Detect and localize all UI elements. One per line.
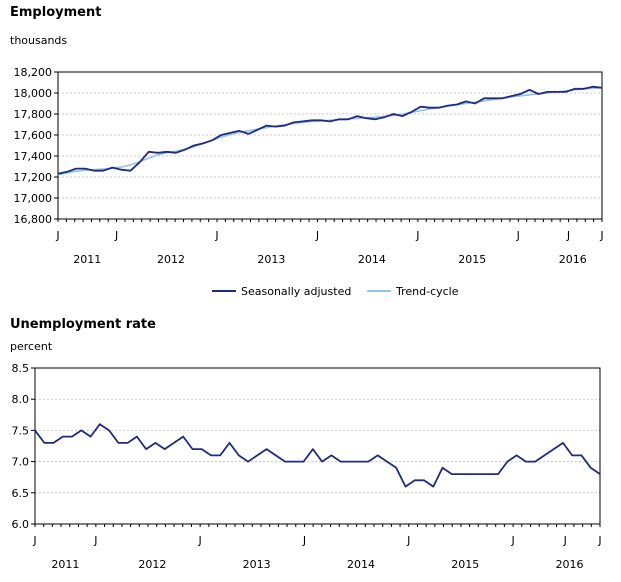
x-year-label: 2015 [451, 558, 479, 571]
x-tick-label: J [566, 229, 570, 242]
employment-title: Employment [10, 5, 101, 20]
x-tick-label: J [214, 229, 218, 242]
x-year-label: 2011 [51, 558, 79, 571]
unemployment-title: Unemployment rate [10, 317, 156, 332]
series-line-seasonally-adjusted [57, 85, 603, 175]
y-tick-label: 18,200 [14, 66, 53, 79]
x-tick-label: J [315, 229, 319, 242]
y-tick-label: 6.5 [12, 487, 30, 500]
y-tick-label: 17,800 [14, 108, 53, 121]
x-year-label: 2014 [347, 558, 375, 571]
unemployment-chart: Unemployment rate percent 6.0 6.5 7.0 7.5 8.… [10, 317, 602, 571]
y-tick-label: 18,000 [14, 87, 53, 100]
unemployment-plot-frame [34, 367, 601, 525]
x-tick-label: J [510, 534, 514, 547]
unemployment-y-ticks: 6.0 6.5 7.0 7.5 8.0 8.5 [12, 362, 35, 531]
y-tick-label: 17,400 [14, 150, 53, 163]
x-year-label: 2014 [358, 253, 386, 266]
x-tick-label: J [563, 534, 567, 547]
x-year-label: 2016 [559, 253, 587, 266]
x-year-label: 2012 [157, 253, 185, 266]
x-year-label: 2011 [73, 253, 101, 266]
unemployment-x-axis: J J J J J J J J 2011 2012 2013 2014 2015 2016 [32, 524, 602, 571]
x-tick-label: J [597, 534, 601, 547]
unemployment-y-unit: percent [10, 340, 53, 353]
employment-y-unit: thousands [10, 34, 67, 47]
x-tick-label: J [302, 534, 306, 547]
unemployment-series [34, 423, 601, 488]
y-tick-label: 16,800 [14, 213, 53, 226]
x-year-label: 2012 [138, 558, 166, 571]
x-year-label: 2016 [556, 558, 584, 571]
x-tick-label: J [198, 534, 202, 547]
x-tick-label: J [599, 229, 603, 242]
x-year-label: 2013 [257, 253, 285, 266]
unemployment-gridlines [35, 398, 600, 494]
employment-chart: Employment thousands 16,80017,00017,2001… [10, 5, 604, 298]
y-tick-label: 17,600 [14, 129, 53, 142]
legend-label-trend-cycle: Trend-cycle [395, 285, 459, 298]
y-tick-label: 7.0 [12, 456, 30, 469]
x-year-label: 2013 [243, 558, 271, 571]
employment-series [57, 85, 603, 176]
legend-label-seasonally-adjusted: Seasonally adjusted [241, 285, 351, 298]
x-tick-label: J [516, 229, 520, 242]
y-tick-label: 6.0 [12, 518, 30, 531]
series-line-unemployment-rate [34, 423, 601, 488]
x-tick-label: J [114, 229, 118, 242]
x-tick-label: J [415, 229, 419, 242]
employment-x-axis: J J J J J J J J 2011 2012 2013 2014 2015 2016 [55, 219, 604, 266]
employment-legend: Seasonally adjusted Trend-cycle [212, 285, 459, 298]
x-tick-label: J [406, 534, 410, 547]
x-tick-label: J [55, 229, 59, 242]
employment-y-ticks: 16,800 17,000 17,200 17,400 17,600 17,800 18,0… [14, 66, 58, 226]
y-tick-label: 7.5 [12, 424, 30, 437]
x-tick-label: J [32, 534, 36, 547]
y-tick-label: 8.0 [12, 393, 30, 406]
y-tick-label: 17,200 [14, 171, 53, 184]
y-tick-label: 17,000 [14, 192, 53, 205]
x-year-label: 2015 [458, 253, 486, 266]
employment-gridlines [58, 92, 602, 199]
y-tick-label: 8.5 [12, 362, 30, 375]
x-tick-label: J [93, 534, 97, 547]
employment-plot-frame [57, 71, 603, 220]
